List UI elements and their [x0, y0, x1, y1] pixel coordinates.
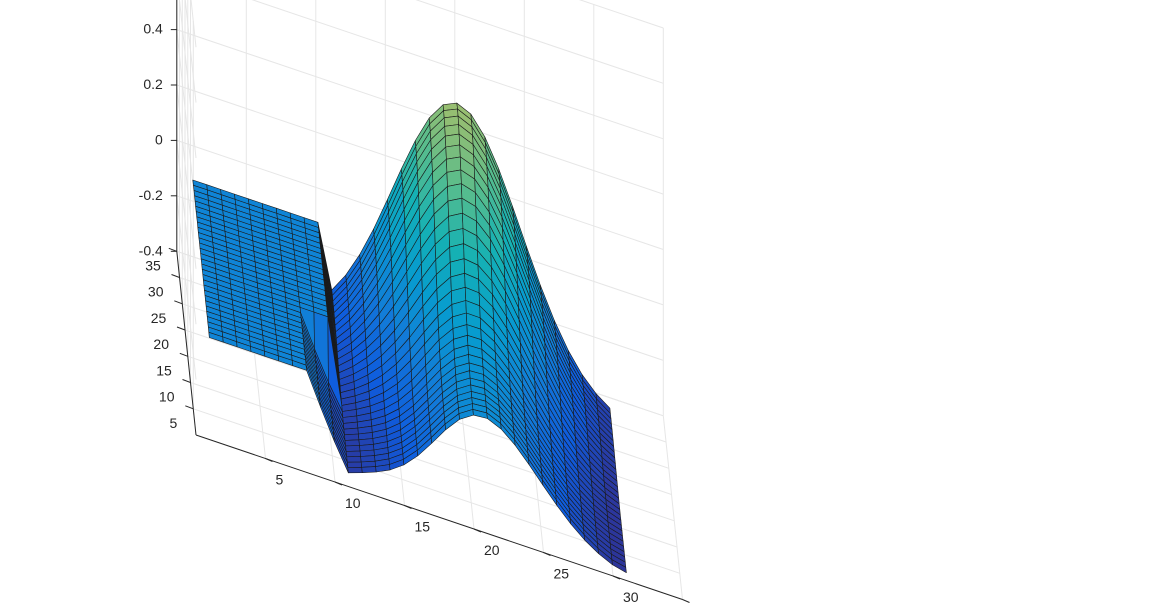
- tick-labels: -0.4-0.200.20.40.60.81510152025303551015…: [139, 21, 639, 605]
- x-tick-label: 30: [623, 589, 639, 605]
- x-tick-mark: [265, 458, 273, 462]
- x-tick-label: 25: [554, 566, 570, 582]
- surface-patch: [344, 439, 360, 447]
- y-tick-mark: [176, 326, 186, 331]
- x-tick-mark: [334, 481, 343, 486]
- z-tick-label: 0.4: [143, 21, 163, 37]
- y-tick-mark: [185, 405, 194, 410]
- z-tick-label: -0.4: [139, 242, 163, 258]
- surface-patch: [611, 559, 627, 574]
- grid-line: [176, 29, 664, 195]
- grid-line: [415, 0, 664, 84]
- x-tick-mark: [612, 575, 621, 580]
- y-tick-mark: [179, 352, 188, 357]
- x-tick-mark: [473, 528, 482, 533]
- y-tick-label: 30: [148, 284, 164, 300]
- x-axis-line: [195, 434, 683, 600]
- y-tick-mark: [182, 379, 191, 383]
- x-tick-label: 5: [276, 472, 284, 488]
- surface-patch: [360, 460, 376, 468]
- surface-mesh: [192, 102, 627, 574]
- surface-patch: [346, 461, 363, 468]
- z-tick-label: 0: [155, 131, 163, 147]
- surface-patch: [345, 450, 361, 458]
- x-tick-mark: [404, 505, 412, 509]
- x-tick-mark: [682, 599, 690, 603]
- grid-line: [662, 415, 683, 600]
- grid-line: [578, 0, 664, 29]
- grid-line: [190, 0, 197, 48]
- surface-patch: [343, 427, 359, 436]
- grid-line: [251, 0, 664, 140]
- surface-patch: [345, 445, 361, 452]
- y-tick-label: 15: [156, 362, 172, 378]
- surface-patch: [344, 433, 360, 441]
- y-tick-label: 35: [145, 257, 161, 273]
- surface-patch: [347, 466, 363, 474]
- x-tick-mark: [543, 552, 551, 556]
- surface-patch: [346, 456, 362, 463]
- x-tick-label: 15: [415, 519, 431, 535]
- y-tick-mark: [168, 247, 177, 252]
- y-axis-line: [176, 251, 197, 436]
- y-tick-label: 20: [153, 336, 169, 352]
- y-tick-label: 25: [151, 310, 167, 326]
- x-tick-label: 10: [345, 495, 361, 511]
- y-tick-mark: [171, 274, 180, 278]
- y-tick-label: 10: [159, 389, 175, 405]
- y-tick-mark: [174, 300, 183, 305]
- z-tick-label: -0.2: [139, 187, 163, 203]
- axes: [168, 0, 690, 603]
- z-tick-label: 0.2: [143, 76, 163, 92]
- x-tick-label: 20: [484, 542, 500, 558]
- y-tick-label: 5: [170, 415, 178, 431]
- surface-patch: [361, 466, 377, 474]
